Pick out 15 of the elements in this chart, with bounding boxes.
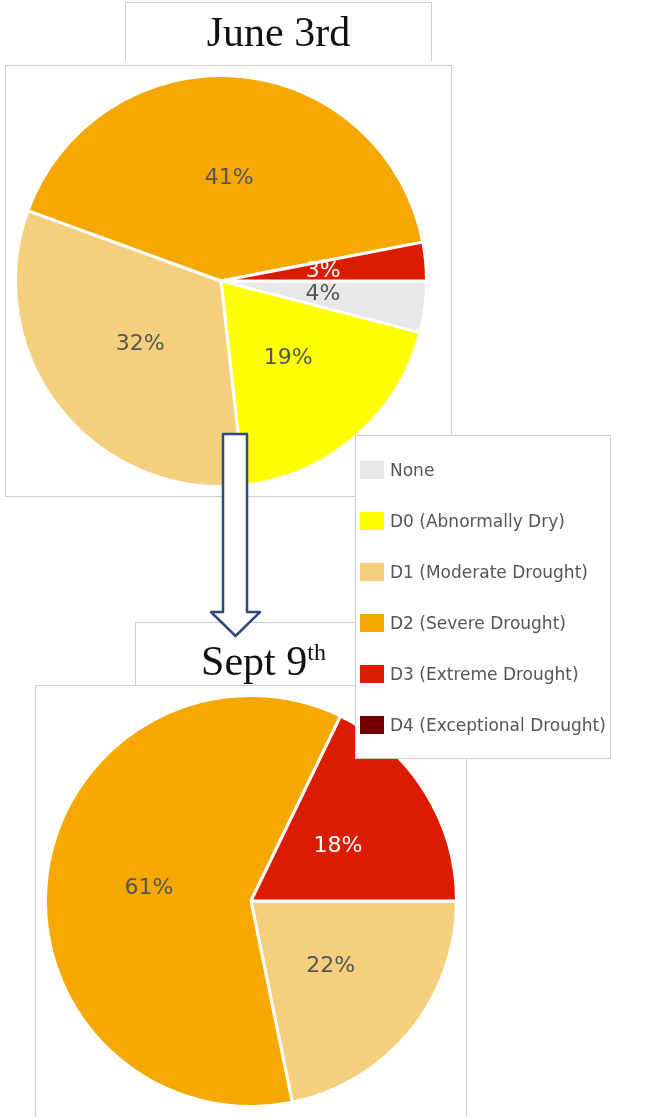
data-label: 4% [305, 279, 341, 305]
data-label: 41% [204, 164, 254, 190]
legend-label: D0 (Abnormally Dry) [390, 510, 565, 531]
data-label: 22% [306, 951, 356, 977]
legend-label: D2 (Severe Drought) [390, 612, 566, 633]
legend-label: D3 (Extreme Drought) [390, 663, 579, 684]
data-label: 32% [115, 330, 165, 356]
chart-title: June 3rd [125, 2, 432, 61]
text: Sept 9$^{th}$ [201, 638, 326, 684]
legend-label: D4 (Exceptional Drought) [390, 714, 606, 735]
data-label: 61% [124, 873, 174, 899]
data-label: 18% [313, 832, 363, 858]
data-label: 19% [263, 344, 313, 370]
legend-label: D1 (Moderate Drought) [390, 561, 588, 582]
legend-label: None [390, 459, 435, 480]
